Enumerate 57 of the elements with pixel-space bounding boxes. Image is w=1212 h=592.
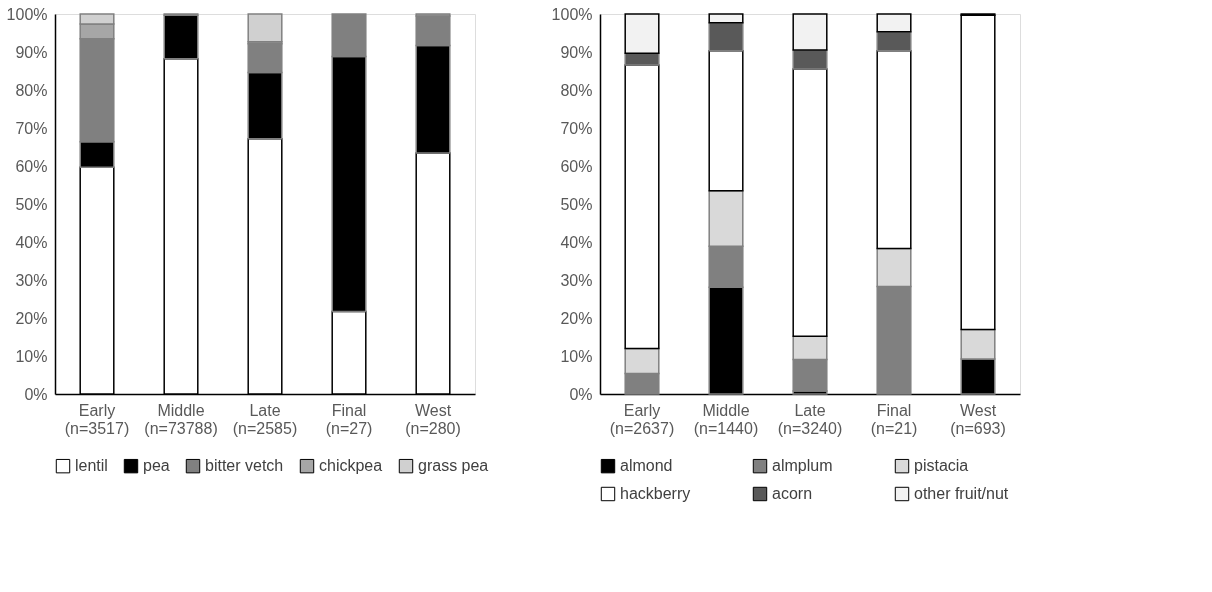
y-tick-label: 20% bbox=[560, 309, 593, 327]
y-tick-label: 70% bbox=[560, 119, 593, 137]
x-tick-label: Late (n=2585) bbox=[232, 401, 298, 437]
bar bbox=[876, 13, 912, 33]
y-tick-label: 20% bbox=[15, 309, 48, 327]
y-tick-label: 0% bbox=[569, 385, 593, 403]
y-tick-label: 90% bbox=[560, 43, 593, 61]
y-tick-label: 100% bbox=[551, 5, 593, 23]
y-tick-label: 40% bbox=[560, 233, 593, 251]
y-tick-label: 60% bbox=[15, 157, 48, 175]
bar bbox=[708, 50, 744, 192]
legend-label: pea bbox=[143, 457, 170, 475]
bar bbox=[792, 49, 828, 70]
y-tick-label: 30% bbox=[560, 271, 593, 289]
x-tick-label: Middle (n=73788) bbox=[144, 401, 218, 437]
x-tick-label: Final (n=21) bbox=[870, 401, 918, 437]
y-tick-label: 80% bbox=[560, 81, 593, 99]
x-tick-label: Late (n=3240) bbox=[777, 401, 843, 437]
bar bbox=[708, 13, 744, 24]
legend-label: grass pea bbox=[418, 457, 489, 475]
y-tick-label: 30% bbox=[15, 271, 48, 289]
bar bbox=[708, 21, 744, 52]
y-tick-label: 90% bbox=[15, 43, 48, 61]
y-tick-label: 70% bbox=[15, 119, 48, 137]
bar bbox=[247, 13, 283, 43]
bar bbox=[624, 52, 660, 66]
bar bbox=[876, 50, 912, 250]
y-tick-label: 10% bbox=[15, 347, 48, 365]
bar bbox=[792, 68, 828, 337]
legend-label: other fruit/nut bbox=[914, 485, 1009, 502]
y-tick-label: 0% bbox=[24, 385, 48, 403]
x-tick-label: Final (n=27) bbox=[325, 401, 373, 437]
legend-label: acorn bbox=[772, 485, 813, 502]
legend-label: bitter vetch bbox=[205, 457, 284, 475]
x-tick-label: Middle (n=1440) bbox=[693, 401, 759, 437]
bar bbox=[624, 13, 660, 54]
x-tick-label: Early (n=2637) bbox=[609, 401, 675, 437]
y-tick-label: 80% bbox=[15, 81, 48, 99]
y-tick-label: 60% bbox=[560, 157, 593, 175]
x-tick-label: West (n=693) bbox=[950, 401, 1006, 437]
y-tick-label: 40% bbox=[15, 233, 48, 251]
y-tick-label: 50% bbox=[15, 195, 48, 213]
legend-label: hackberry bbox=[620, 485, 691, 502]
bar bbox=[876, 31, 912, 52]
y-tick-label: 10% bbox=[560, 347, 593, 365]
legend-label: pistacia bbox=[914, 457, 969, 475]
legend-label: almond bbox=[620, 457, 673, 475]
x-tick-label: West (n=280) bbox=[405, 401, 461, 437]
y-tick-label: 100% bbox=[6, 5, 48, 23]
bar bbox=[792, 13, 828, 51]
legend-label: almplum bbox=[772, 457, 833, 475]
legend-label: lentil bbox=[75, 457, 108, 475]
y-tick-label: 50% bbox=[560, 195, 593, 213]
bar bbox=[624, 64, 660, 350]
legend-label: chickpea bbox=[319, 457, 383, 475]
x-tick-label: Early (n=3517) bbox=[64, 401, 130, 437]
bar bbox=[960, 14, 996, 331]
